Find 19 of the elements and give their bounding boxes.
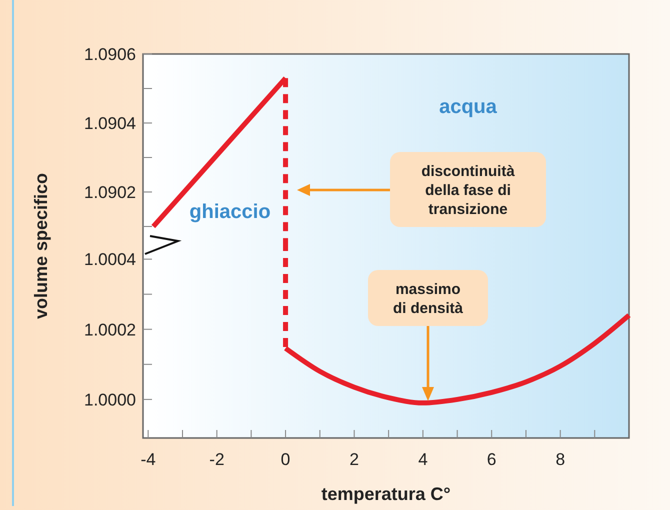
y-tick-label: 1.0904: [84, 114, 136, 133]
y-tick-label: 1.0002: [84, 320, 136, 340]
y-axis-title: volume specifico: [31, 172, 51, 320]
annotation: massimo di densità: [392, 281, 464, 317]
x-tick-label: -4: [140, 450, 156, 469]
x-tick-label: -2: [209, 450, 224, 469]
y-tick-label: 1.0902: [84, 182, 136, 202]
y-tick-label: 1.0000: [84, 390, 136, 410]
annotation: ghiaccio: [189, 201, 271, 223]
x-tick-label: 6: [486, 450, 496, 469]
x-tick-label: 8: [556, 450, 566, 469]
annotation: discontinuità della fase di transizione: [421, 163, 516, 218]
annotation: acqua: [439, 96, 498, 118]
x-axis-title: temperatura C°: [321, 484, 451, 504]
y-tick-label: 1.0004: [84, 250, 136, 270]
x-tick-label: 0: [280, 450, 290, 469]
x-tick-label: 2: [349, 450, 359, 469]
y-tick-label: 1.0906: [84, 45, 136, 64]
x-tick-label: 4: [418, 450, 428, 469]
